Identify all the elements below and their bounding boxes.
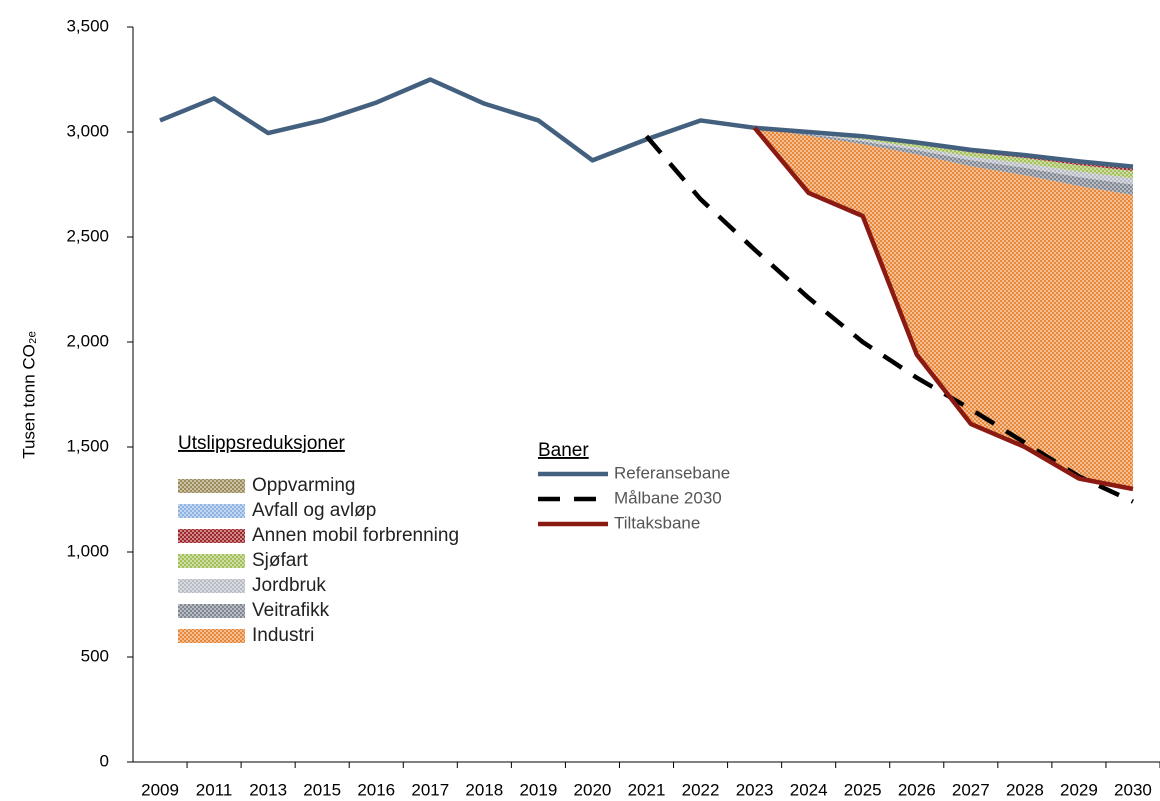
y-tick-label: 2,000 [66,331,109,350]
y-tick-label: 2,500 [66,226,109,245]
y-tick-label: 0 [100,751,109,770]
legend-swatch [178,479,245,493]
legend-label: Målbane 2030 [614,488,722,507]
legend-label: Avfall og avløp [252,500,376,521]
legend-title: Utslippsreduksjoner [178,433,346,454]
x-tick-label: 2030 [1114,780,1152,799]
legend-label: Annen mobil forbrenning [252,525,459,546]
x-tick-label: 2011 [196,780,233,799]
x-tick-label: 2009 [141,780,179,799]
line [159,77,1134,169]
area [754,127,1133,179]
x-tick-label: 2021 [628,780,666,799]
x-tick-label: 2027 [952,780,990,799]
x-tick-label: 2015 [303,780,341,799]
legend-label: Veitrafikk [252,600,330,621]
legend-title: Baner [538,440,589,461]
legend-swatch [178,629,245,643]
y-tick-label: 1,500 [66,436,109,455]
y-tick-label: 3,000 [66,121,109,140]
legend-label: Referansebane [614,463,730,482]
y-tick-label: 500 [81,646,109,665]
area [754,127,1133,171]
y-tick-label: 1,000 [66,541,109,560]
area [754,127,1133,490]
legend-swatch [178,529,245,543]
legend-swatch [178,579,245,593]
legend-label: Oppvarming [252,475,356,496]
line [752,126,1134,492]
x-tick-label: 2023 [736,780,774,799]
y-tick-label: 3,500 [66,16,109,35]
x-tick-label: 2019 [519,780,557,799]
legend-swatch [178,554,245,568]
legend-swatch [178,604,245,618]
x-tick-label: 2026 [898,780,936,799]
x-tick-label: 2028 [1006,780,1044,799]
legend-label: Jordbruk [252,575,326,596]
line [644,134,1134,504]
x-tick-label: 2013 [249,780,287,799]
area [754,127,1133,185]
y-axis-label: Tusen tonn CO₂ₑ [19,331,38,459]
x-tick-label: 2025 [844,780,882,799]
area [754,127,1133,195]
legend-label: Tiltaksbane [614,513,700,532]
legend-label: Sjøfart [252,550,309,571]
x-tick-label: 2020 [574,780,612,799]
x-tick-label: 2024 [790,780,828,799]
x-tick-label: 2017 [411,780,449,799]
x-tick-label: 2016 [357,780,395,799]
x-tick-label: 2018 [465,780,503,799]
legend-label: Industri [252,625,314,646]
legend-swatch [178,504,245,518]
x-tick-label: 2029 [1060,780,1098,799]
x-tick-label: 2022 [682,780,720,799]
